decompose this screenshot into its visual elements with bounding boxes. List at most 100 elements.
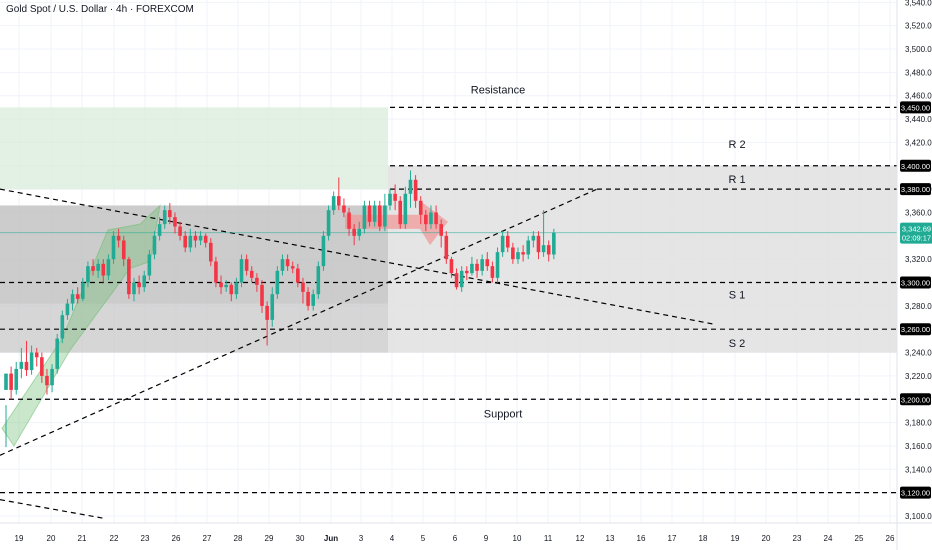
- x-tick-label: 11: [544, 534, 553, 543]
- x-tick-label: 10: [513, 534, 522, 543]
- candle-body: [34, 352, 39, 358]
- candle-body: [50, 368, 54, 386]
- y-tick-label: 3,180.00: [905, 419, 932, 428]
- level-name-label: R 1: [728, 174, 745, 186]
- candle-body: [106, 259, 111, 276]
- candle-body: [219, 282, 223, 288]
- candle-body: [393, 193, 397, 201]
- level-name-label: R 2: [728, 139, 745, 151]
- candle-body: [337, 196, 341, 206]
- y-tick-label: 3,360.00: [905, 208, 932, 217]
- candle-body: [60, 315, 65, 339]
- candle-body: [403, 193, 408, 225]
- candle-body: [24, 361, 29, 371]
- candle-body: [424, 214, 428, 225]
- candle-body: [306, 291, 310, 306]
- candle-body: [552, 232, 556, 255]
- candle-body: [234, 282, 239, 295]
- candle-body: [111, 235, 116, 260]
- candle-body: [239, 259, 244, 283]
- candle-body: [521, 252, 525, 255]
- candle-body: [173, 217, 177, 227]
- candle-body: [429, 212, 433, 225]
- x-tick-label: 29: [265, 534, 274, 543]
- candle-body: [55, 338, 59, 369]
- candle-body: [290, 266, 295, 269]
- candle-body: [168, 210, 172, 218]
- level-price-label: 3,450.00: [901, 103, 930, 112]
- x-tick-label: 6: [453, 534, 458, 543]
- candle-body: [280, 259, 285, 271]
- candle-body: [193, 235, 198, 241]
- y-tick-label: 3,500.00: [905, 45, 932, 54]
- x-tick-label: 26: [172, 534, 181, 543]
- candle-body: [418, 200, 423, 215]
- candle-body: [449, 259, 454, 274]
- candle-body: [342, 205, 346, 213]
- green-zone: [0, 107, 388, 190]
- candle-body: [270, 294, 275, 320]
- grey-zone: [0, 205, 388, 353]
- candle-body: [321, 235, 326, 267]
- candle-body: [459, 270, 464, 288]
- price-axis-bg: [897, 0, 932, 550]
- candle-body: [526, 240, 531, 255]
- candle-body: [275, 270, 280, 295]
- x-tick-label: 5: [421, 534, 426, 543]
- candle-body: [209, 242, 213, 262]
- candle-body: [116, 235, 121, 241]
- x-tick-label: 27: [203, 534, 212, 543]
- x-tick-label: 28: [234, 534, 243, 543]
- y-tick-label: 3,440.00: [905, 115, 932, 124]
- candle-body: [81, 282, 85, 299]
- candle-body: [285, 259, 290, 267]
- candle-body: [203, 235, 208, 243]
- candle-body: [388, 193, 392, 206]
- level-price-label: 3,300.00: [901, 279, 930, 288]
- candle-body: [162, 210, 167, 225]
- candle-body: [75, 294, 80, 299]
- candle-body: [439, 224, 443, 236]
- candle-body: [541, 245, 546, 253]
- y-tick-label: 3,240.00: [905, 349, 932, 358]
- candle-body: [326, 210, 331, 236]
- x-tick-label: 19: [15, 534, 24, 543]
- level-price-label: 3,120.00: [901, 489, 930, 498]
- candle-body: [434, 212, 438, 225]
- candle-body: [260, 284, 264, 306]
- countdown-label: 02:09:17: [902, 234, 931, 243]
- x-tick-label: 22: [110, 534, 119, 543]
- level-price-box: [900, 323, 931, 336]
- candle-body: [377, 205, 382, 227]
- candle-body: [198, 235, 203, 241]
- level-name-label: Support: [484, 408, 523, 420]
- level-price-label: 3,400.00: [901, 162, 930, 171]
- candle-body: [121, 240, 126, 260]
- level-price-label: 3,260.00: [901, 325, 930, 334]
- x-tick-label: 18: [699, 534, 708, 543]
- x-tick-label: 23: [793, 534, 802, 543]
- y-tick-label: 3,140.00: [905, 465, 932, 474]
- candle-body: [357, 228, 362, 236]
- candle-body: [14, 368, 19, 390]
- candle-body: [224, 284, 228, 288]
- x-tick-label: 12: [576, 534, 585, 543]
- candle-body: [296, 268, 300, 283]
- current-price-box: [900, 222, 932, 244]
- level-name-label: S 1: [729, 290, 746, 302]
- y-tick-label: 3,520.00: [905, 22, 932, 31]
- candle-body: [178, 226, 182, 236]
- candle-body: [152, 235, 157, 255]
- candle-body: [536, 235, 541, 253]
- x-tick-label: 20: [47, 534, 56, 543]
- y-tick-label: 3,480.00: [905, 68, 932, 77]
- candle-body: [511, 247, 515, 260]
- x-tick-label: 21: [78, 534, 87, 543]
- x-tick-label: 16: [637, 534, 646, 543]
- candle-body: [454, 273, 459, 288]
- y-tick-label: 3,220.00: [905, 372, 932, 381]
- candle-body: [367, 205, 372, 222]
- x-tick-label: 19: [731, 534, 740, 543]
- current-price-label: 3,342.69: [902, 225, 931, 234]
